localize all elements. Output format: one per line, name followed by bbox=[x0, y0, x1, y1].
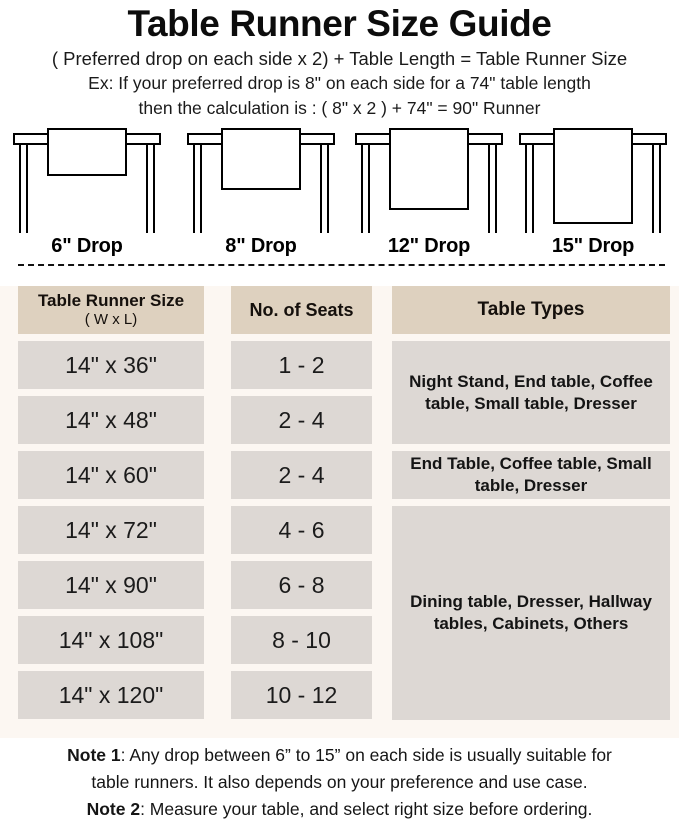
note-1-line-2: table runners. It also depends on your p… bbox=[91, 772, 588, 792]
runner-shape bbox=[389, 128, 469, 210]
row-gap bbox=[392, 334, 670, 341]
row-gap bbox=[392, 444, 670, 451]
row-gap bbox=[231, 664, 372, 671]
drop-label: 15" Drop bbox=[551, 235, 635, 257]
drop-label: 12" Drop bbox=[387, 235, 471, 257]
row-gap bbox=[18, 664, 204, 671]
table-figure-15in: 15" Drop bbox=[519, 127, 667, 257]
formula-text: ( Preferred drop on each side x 2) + Tab… bbox=[51, 48, 628, 69]
header-line-2: ( W x L) bbox=[84, 311, 138, 328]
notes-section: Note 1: Any drop between 6” to 15” on ea… bbox=[0, 742, 679, 823]
column-header-runner-size: Table Runner Size ( W x L) bbox=[18, 286, 204, 334]
runner-size-cell: 14" x 60" bbox=[18, 451, 204, 499]
table-leg-right bbox=[146, 145, 155, 233]
seats-cells: 1 - 2 2 - 4 2 - 4 4 - 6 6 - 8 8 - 10 10 - 12 bbox=[231, 334, 372, 719]
seats-cell: 10 - 12 bbox=[231, 671, 372, 719]
example-line-1: Ex: If your preferred drop is 8" on each… bbox=[88, 73, 591, 93]
note-2-line: Note 2: Measure your table, and select r… bbox=[0, 796, 679, 823]
size-table: Table Runner Size ( W x L) 14" x 36" 14" … bbox=[0, 286, 679, 738]
note-1-text-1: : Any drop between 6” to 15” on each sid… bbox=[120, 745, 612, 765]
row-gap bbox=[18, 499, 204, 506]
page-title: Table Runner Size Guide bbox=[127, 3, 552, 44]
row-gap bbox=[18, 334, 204, 341]
header-line-1: Table Runner Size bbox=[37, 291, 185, 310]
runner-shape bbox=[221, 128, 301, 190]
runner-shape bbox=[47, 128, 127, 176]
seats-cell: 8 - 10 bbox=[231, 616, 372, 664]
seats-cell: 6 - 8 bbox=[231, 561, 372, 609]
row-gap bbox=[18, 609, 204, 616]
table-leg-right bbox=[488, 145, 497, 233]
note-1-line-1: Note 1: Any drop between 6” to 15” on ea… bbox=[0, 742, 679, 769]
table-figure-6in: 6" Drop bbox=[13, 127, 161, 257]
runner-size-cell: 14" x 90" bbox=[18, 561, 204, 609]
table-figure-8in: 8" Drop bbox=[187, 127, 335, 257]
column-header-seats: No. of Seats bbox=[231, 286, 372, 334]
runner-size-cell: 14" x 48" bbox=[18, 396, 204, 444]
drop-label: 6" Drop bbox=[51, 235, 123, 257]
runner-size-cells: 14" x 36" 14" x 48" 14" x 60" 14" x 72" 14" … bbox=[18, 334, 204, 719]
seats-cell: 2 - 4 bbox=[231, 451, 372, 499]
row-gap bbox=[231, 444, 372, 451]
seats-cell: 4 - 6 bbox=[231, 506, 372, 554]
column-no-of-seats: No. of Seats 1 - 2 2 - 4 2 - 4 4 - 6 6 - 8 8 … bbox=[231, 286, 372, 719]
table-leg-left bbox=[19, 145, 28, 233]
row-gap bbox=[18, 554, 204, 561]
row-gap bbox=[231, 609, 372, 616]
seats-cell: 2 - 4 bbox=[231, 396, 372, 444]
table-types-cell: End Table, Coffee table, Small table, Dr… bbox=[392, 451, 670, 499]
drop-illustrations: 6" Drop 8" Drop 12" Drop 15" Drop bbox=[0, 127, 679, 267]
table-leg-left bbox=[193, 145, 202, 233]
example-line-2: then the calculation is : ( 8" x 2 ) + 7… bbox=[138, 98, 541, 118]
column-runner-size: Table Runner Size ( W x L) 14" x 36" 14" … bbox=[18, 286, 204, 719]
runner-size-cell: 14" x 36" bbox=[18, 341, 204, 389]
note-2-text: : Measure your table, and select right s… bbox=[140, 799, 593, 819]
dashed-divider bbox=[18, 264, 665, 266]
column-table-types: Table Types Night Stand, End table, Coff… bbox=[392, 286, 670, 720]
table-types-cell: Night Stand, End table, Coffee table, Sm… bbox=[392, 341, 670, 444]
table-leg-right bbox=[320, 145, 329, 233]
row-gap bbox=[231, 334, 372, 341]
table-leg-left bbox=[525, 145, 534, 233]
seats-cell: 1 - 2 bbox=[231, 341, 372, 389]
column-header-table-types: Table Types bbox=[392, 286, 670, 334]
note-1-label: Note 1 bbox=[67, 745, 121, 765]
row-gap bbox=[231, 499, 372, 506]
table-types-cell: Dining table, Dresser, Hallway tables, C… bbox=[392, 506, 670, 720]
row-gap bbox=[231, 389, 372, 396]
row-gap bbox=[18, 444, 204, 451]
table-leg-right bbox=[652, 145, 661, 233]
note-2-label: Note 2 bbox=[86, 799, 141, 819]
row-gap bbox=[392, 499, 670, 506]
table-figure-12in: 12" Drop bbox=[355, 127, 503, 257]
table-leg-left bbox=[361, 145, 370, 233]
row-gap bbox=[231, 554, 372, 561]
drop-label: 8" Drop bbox=[225, 235, 297, 257]
runner-size-cell: 14" x 72" bbox=[18, 506, 204, 554]
runner-size-cell: 14" x 108" bbox=[18, 616, 204, 664]
runner-shape bbox=[553, 128, 633, 224]
table-types-cells: Night Stand, End table, Coffee table, Sm… bbox=[392, 334, 670, 720]
row-gap bbox=[18, 389, 204, 396]
runner-size-cell: 14" x 120" bbox=[18, 671, 204, 719]
header: Table Runner Size Guide ( Preferred drop… bbox=[0, 0, 679, 121]
